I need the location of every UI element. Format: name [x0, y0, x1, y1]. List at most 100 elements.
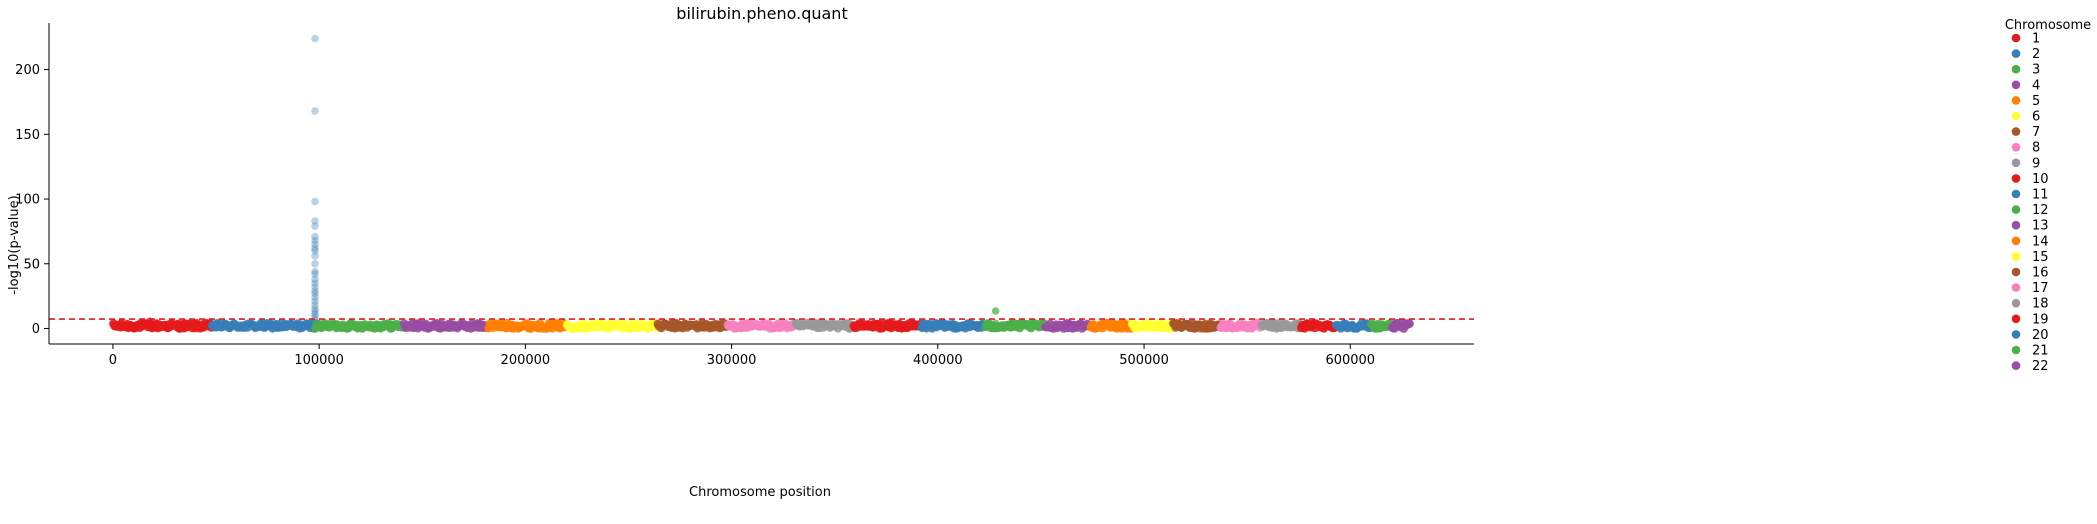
legend-label: 12	[2032, 203, 2049, 218]
legend-entry: 17	[2011, 281, 2049, 296]
chromosome-17-points	[1216, 318, 1266, 333]
legend-entry: 8	[2011, 141, 2040, 156]
chromosome-19-points	[1296, 319, 1340, 333]
chromosome-2-points	[208, 319, 319, 333]
legend-label: 7	[2032, 125, 2040, 140]
legend-entry: 4	[2011, 78, 2040, 93]
legend-marker	[2011, 236, 2021, 246]
chart-title: bilirubin.pheno.quant	[676, 4, 847, 23]
legend-entry: 6	[2011, 110, 2040, 125]
legend-label: 16	[2032, 266, 2049, 281]
data-point-chrom-2	[311, 260, 319, 268]
legend-label: 8	[2032, 141, 2040, 156]
y-tick-label: 200	[15, 63, 40, 78]
legend-marker	[2011, 283, 2021, 292]
x-tick-label: 200000	[501, 353, 551, 368]
legend-label: 9	[2032, 156, 2040, 171]
y-tick-label: 50	[23, 257, 40, 272]
data-point-chrom-2	[311, 107, 319, 115]
y-tick-label: 150	[15, 128, 40, 143]
legend-entry: 14	[2011, 234, 2049, 249]
legend-marker	[2011, 330, 2021, 339]
chromosome-20-points	[1332, 319, 1375, 333]
legend-label: 11	[2032, 188, 2049, 203]
legend-label: 22	[2032, 359, 2049, 374]
legend-entry: 11	[2011, 188, 2049, 203]
legend: Chromosome 12345678910111213141516171819…	[2005, 18, 2091, 374]
data-point-chrom-2	[311, 267, 319, 276]
legend-entry: 18	[2011, 297, 2049, 312]
legend-entry: 1	[2011, 32, 2040, 47]
legend-entry: 13	[2011, 219, 2049, 234]
chromosome-12-points	[981, 318, 1049, 333]
x-tick-label: 300000	[707, 353, 757, 368]
legend-entry: 19	[2011, 312, 2049, 327]
legend-marker	[2011, 361, 2021, 370]
legend-marker	[2011, 33, 2021, 43]
data-point-chrom-2	[311, 236, 319, 245]
legend-marker	[2011, 298, 2021, 308]
legend-entry: 3	[2011, 63, 2040, 78]
x-tick-label: 100000	[294, 353, 344, 368]
data-point-chrom-2	[311, 297, 319, 306]
data-point-chrom-2	[311, 279, 319, 288]
x-tick-label: 600000	[1325, 353, 1375, 368]
legend-entry: 12	[2011, 203, 2049, 218]
legend-entry: 10	[2011, 172, 2049, 187]
chromosome-4-points	[399, 319, 493, 333]
legend-marker	[2011, 64, 2021, 74]
chromosome-10-points	[849, 319, 926, 333]
axes	[48, 23, 1474, 345]
chromosome-3-points	[311, 318, 408, 333]
data-point-chrom-2	[311, 217, 319, 225]
legend-marker	[2011, 345, 2021, 355]
legend-label: 10	[2032, 172, 2049, 187]
chromosome-15-points	[1127, 319, 1177, 333]
data-point-chrom-2	[311, 232, 319, 241]
chromosome-7-points	[653, 319, 732, 333]
legend-entry: 5	[2011, 94, 2040, 109]
legend-label: 13	[2032, 219, 2049, 234]
legend-marker	[2011, 158, 2021, 168]
data-point-chrom-2	[311, 197, 319, 206]
data-points	[109, 34, 1414, 333]
legend-marker	[2011, 127, 2021, 136]
legend-label: 6	[2032, 110, 2040, 125]
legend-entry: 22	[2011, 359, 2049, 374]
data-point-chrom-2	[311, 275, 319, 284]
legend-marker	[2011, 220, 2021, 230]
legend-marker	[2011, 142, 2021, 152]
x-tick-label: 400000	[913, 353, 963, 368]
chromosome-22-points	[1387, 318, 1414, 333]
chromosome-14-points	[1086, 318, 1136, 333]
data-point-chrom-12	[991, 319, 1000, 328]
data-point-chrom-2	[311, 305, 319, 313]
data-point-chrom-2	[311, 270, 319, 278]
data-point-chrom-2	[311, 287, 319, 295]
x-axis-title: Chromosome position	[689, 485, 831, 500]
legend-entry: 9	[2011, 156, 2040, 171]
legend-label: 20	[2032, 328, 2049, 343]
legend-entry: 15	[2011, 250, 2049, 265]
legend-label: 21	[2032, 344, 2049, 359]
legend-label: 5	[2032, 94, 2040, 109]
legend-entry: 20	[2011, 328, 2049, 343]
legend-entry: 21	[2011, 344, 2049, 359]
legend-label: 15	[2032, 250, 2049, 265]
data-point-chrom-2	[311, 252, 319, 260]
legend-marker	[2011, 205, 2021, 214]
chromosome-6-points	[562, 318, 662, 333]
data-point-chrom-2	[311, 222, 319, 230]
legend-marker	[2011, 267, 2021, 277]
x-axis-ticks: 0 100000 200000 300000 400000 500000 600000	[109, 344, 1375, 368]
data-point	[1405, 319, 1414, 329]
legend-label: 17	[2032, 281, 2049, 296]
data-point-chrom-12	[991, 307, 1000, 315]
chromosome-5-points	[484, 319, 571, 333]
y-axis-ticks: 0 50 100 150 200	[15, 63, 49, 337]
x-tick-label: 500000	[1119, 353, 1169, 368]
legend-label: 14	[2032, 234, 2049, 249]
x-tick-label: 0	[109, 353, 117, 368]
legend-label: 1	[2032, 32, 2040, 47]
